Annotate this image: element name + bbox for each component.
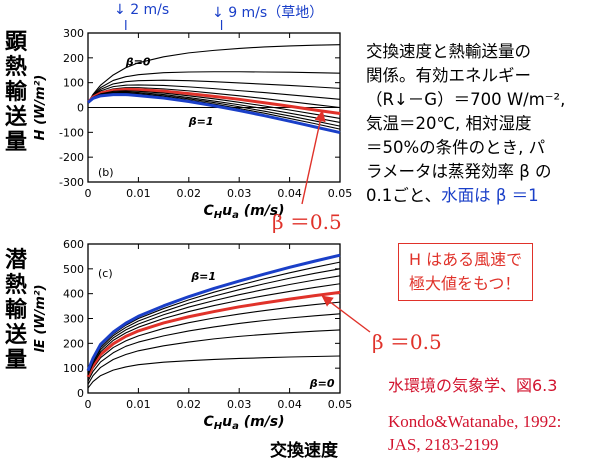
series-line [87, 329, 341, 385]
sensible-heat-label: 顕 熱 輸 送 量 [4, 30, 28, 155]
beta-annotation: β=1 [188, 115, 214, 128]
x-tick-label: 0.02 [177, 398, 202, 411]
series-line [87, 44, 341, 103]
wind-marker-9ms-label: 9 m/s（草地） [228, 5, 324, 21]
description-line: ラメータは蒸発効率 β の [366, 162, 552, 181]
y-tick-label: 100 [63, 362, 84, 375]
y-tick-label: -200 [59, 151, 84, 164]
note-box: H はある風速で 極大値をもつ！ [398, 243, 534, 301]
y-tick-label: 0 [77, 387, 84, 400]
description-line: ＝50%の条件のとき, パ [366, 138, 546, 157]
y-axis-label: H (W/m²) [33, 75, 48, 141]
series-line [87, 84, 341, 103]
exchange-speed-label: 交換速度 [270, 441, 338, 461]
y-tick-label: 100 [63, 77, 84, 90]
series-line [87, 355, 341, 389]
beta-half-label-bottom: β ＝0.5 [372, 330, 442, 354]
x-tick-label: 0.01 [126, 398, 151, 411]
x-tick-label: 0.05 [328, 187, 353, 200]
reference-line: JAS, 2183-2199 [388, 435, 499, 454]
y-tick-label: 200 [63, 337, 84, 350]
beta-annotation: β=0 [125, 55, 151, 68]
sensible-heat-char: 輸 [4, 80, 27, 105]
latent-heat-label: 潜 熱 輸 送 量 [4, 248, 28, 373]
series-line-beta-one [87, 93, 341, 135]
description-line: 交換速度と熱輸送量の [366, 42, 531, 61]
series-line [87, 90, 341, 119]
x-axis-label: CHua (m/s) [203, 203, 284, 221]
series-line-beta-half [86, 290, 341, 378]
reference-title: 水環境の気象学、図6.3 [388, 376, 558, 395]
series-line [87, 283, 341, 376]
latent-heat-char: 熱 [4, 273, 27, 298]
description-water-note: 水面は β ＝1 [441, 186, 539, 205]
description-last-prefix: 0.1ごと、 [366, 186, 442, 205]
sensible-heat-char: 量 [4, 130, 27, 155]
description-line: （R↓－G）＝700 W/m⁻², [366, 90, 566, 109]
y-tick-label: 500 [63, 263, 84, 276]
y-tick-label: 200 [63, 52, 84, 65]
latent-heat-char: 潜 [4, 248, 27, 273]
panel-tag: (c) [98, 267, 113, 280]
series-line [87, 275, 341, 375]
latent-heat-char: 送 [4, 323, 27, 348]
description: 交換速度と熱輸送量の 関係。有効エネルギー （R↓－G）＝700 W/m⁻², … [366, 40, 565, 208]
reference-line: Kondo&Watanabe, 1992: [388, 412, 562, 431]
x-tick-label: 0.01 [126, 187, 151, 200]
beta-annotation: β=0 [309, 377, 335, 390]
y-tick-label: -100 [59, 126, 84, 139]
y-tick-label: 400 [63, 288, 84, 301]
x-tick-label: 0.03 [227, 398, 252, 411]
reference-citation: Kondo&Watanabe, 1992: JAS, 2183-2199 [388, 410, 561, 456]
wind-marker-2ms-label: 2 m/s [130, 2, 170, 18]
beta-half-label-top: β ＝0.5 [272, 210, 342, 234]
pointer-arrow-bottom [321, 295, 371, 333]
series-line [87, 301, 341, 379]
y-tick-label: 0 [77, 102, 84, 115]
sensible-heat-char: 顕 [4, 30, 27, 55]
y-tick-label: 300 [63, 313, 84, 326]
down-arrow-icon: ↓ [114, 2, 126, 18]
series-line [87, 313, 341, 382]
note-line: 極大値をもつ！ [409, 274, 521, 293]
series-line [87, 268, 341, 373]
series-line-beta-one [86, 253, 341, 372]
sensible-heat-char: 熱 [4, 55, 27, 80]
y-tick-label: 300 [63, 27, 84, 40]
latent-heat-char: 量 [4, 348, 27, 373]
description-line-last: 0.1ごと、水面は β ＝1 [366, 184, 565, 208]
pointer-arrow-top [301, 110, 326, 205]
y-tick-label: -300 [59, 176, 84, 189]
x-tick-label: 0.02 [177, 187, 202, 200]
series-line-beta-half [86, 87, 341, 115]
x-axis-label: CHua (m/s) [203, 414, 284, 432]
description-line: 関係。有効エネルギー [366, 66, 531, 85]
wind-marker-9ms: ↓ 9 m/s（草地） [212, 2, 323, 22]
description-line: 気温＝20℃, 相対湿度 [366, 114, 532, 133]
beta-annotation: β=1 [190, 270, 216, 283]
x-tick-label: 0 [85, 187, 92, 200]
latent-heat-char: 輸 [4, 298, 27, 323]
x-tick-label: 0.03 [227, 187, 252, 200]
y-axis-label: lE (W/m²) [33, 284, 48, 352]
series-line [87, 79, 341, 103]
x-tick-label: 0 [85, 398, 92, 411]
panel-tag: (b) [98, 166, 114, 179]
x-tick-label: 0.04 [277, 187, 302, 200]
y-tick-label: 600 [63, 238, 84, 251]
x-tick-label: 0.05 [328, 398, 353, 411]
down-arrow-icon: ↓ [212, 5, 224, 21]
sensible-heat-char: 送 [4, 105, 27, 130]
series-line [87, 71, 341, 103]
wind-marker-2ms: ↓ 2 m/s [114, 2, 169, 18]
note-line: H はある風速で [409, 250, 523, 269]
x-tick-label: 0.04 [277, 398, 302, 411]
